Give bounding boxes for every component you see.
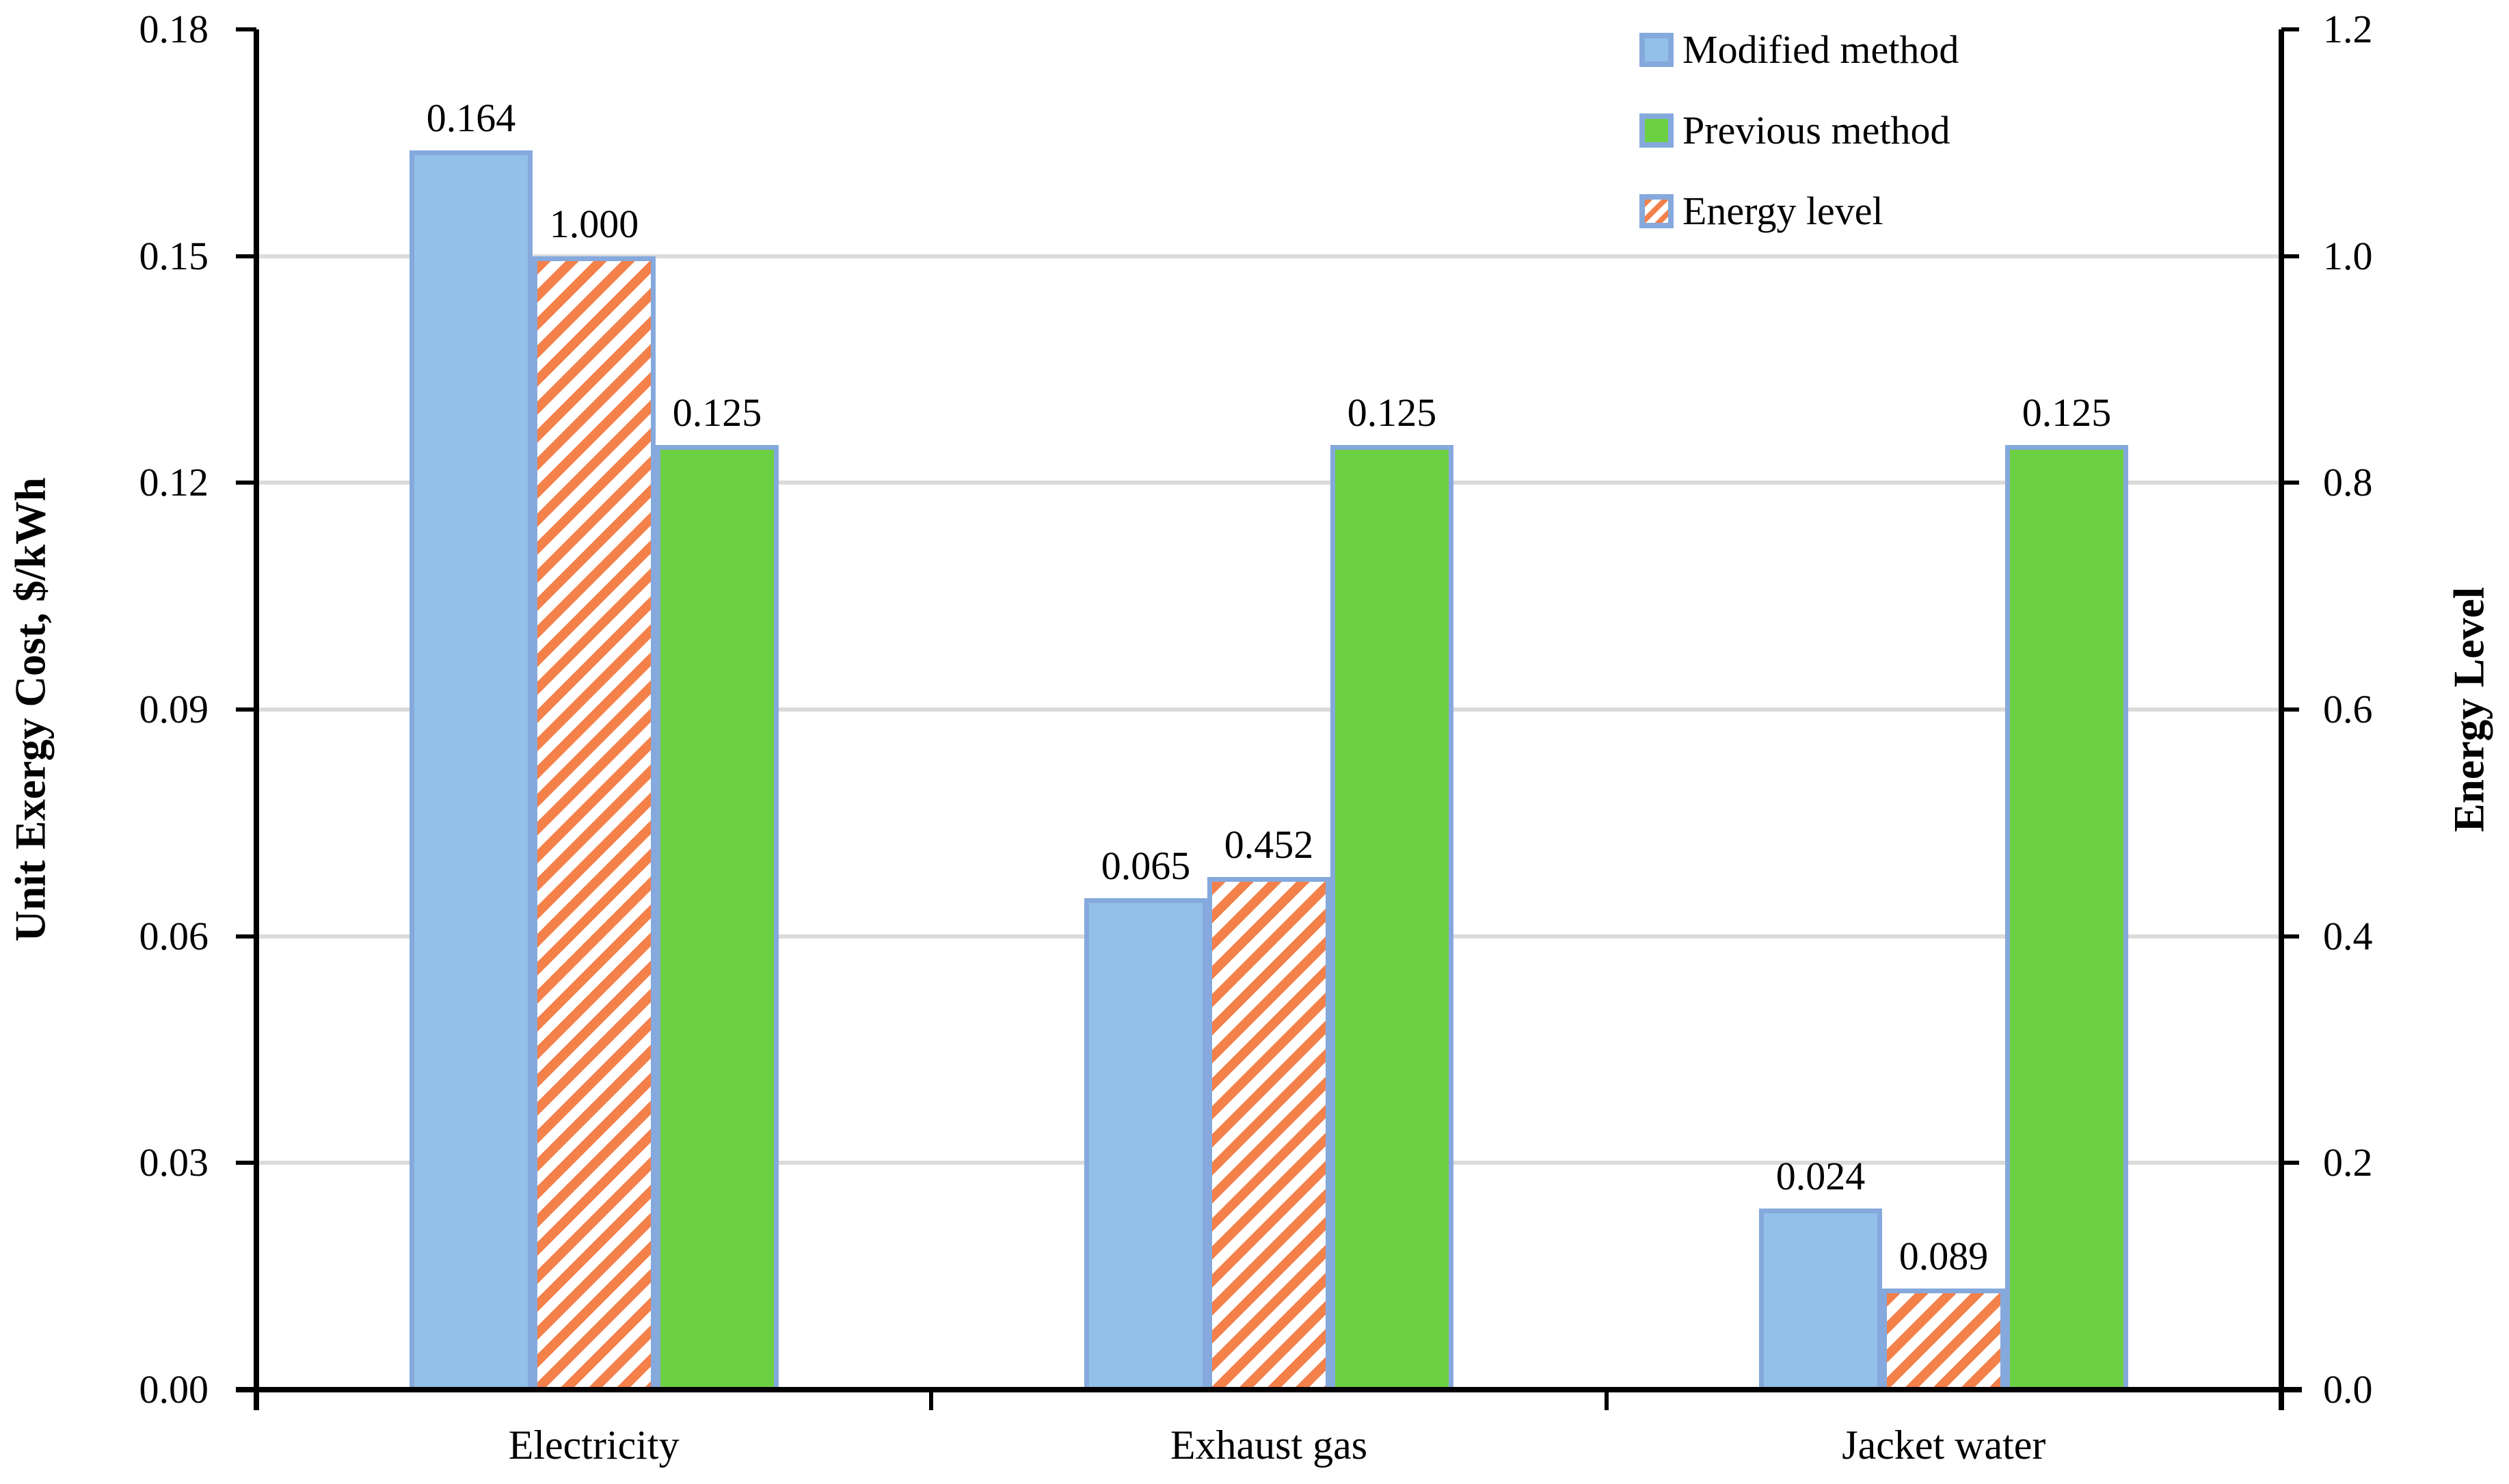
right-axis-tick: [2281, 481, 2299, 485]
bar-previous-method-exhaust-gas: [1330, 445, 1453, 1392]
left-axis-tick: [236, 27, 256, 31]
left-axis-tick-label: 0.15: [139, 234, 209, 278]
left-axis-tick: [236, 481, 256, 485]
y-axis-line-right: [2279, 29, 2284, 1410]
left-axis-tick-label: 0.00: [139, 1367, 209, 1412]
bar-value-label: 0.065: [1101, 844, 1191, 888]
right-axis-title: Energy Level: [2445, 586, 2493, 833]
right-axis-tick: [2281, 707, 2299, 712]
left-axis-title: Unit Exergy Cost, $/kWh: [6, 477, 55, 942]
left-axis-tick: [236, 254, 256, 258]
left-axis-tick-label: 0.18: [139, 7, 209, 51]
right-axis-tick: [2281, 934, 2299, 939]
left-axis-tick-label: 0.12: [139, 460, 209, 504]
legend-swatch-energy-level-icon: [1639, 194, 1674, 228]
left-axis-tick: [236, 1161, 256, 1165]
right-axis-tick: [2281, 27, 2299, 31]
category-label-jacket-water: Jacket water: [1842, 1422, 2046, 1468]
bar-value-label: 0.452: [1224, 822, 1314, 867]
category-label-exhaust-gas: Exhaust gas: [1170, 1422, 1368, 1468]
legend-label: Energy level: [1682, 189, 1883, 233]
bar-value-label: 0.125: [672, 390, 762, 435]
bar-modified-method-jacket-water: [1759, 1209, 1882, 1392]
legend-swatch-previous-method-icon: [1639, 113, 1674, 148]
bar-previous-method-jacket-water: [2005, 445, 2128, 1392]
legend-item-energy-level: Energy level: [1639, 171, 1959, 252]
bar-value-label: 0.024: [1775, 1154, 1866, 1198]
category-boundary-tick: [929, 1390, 933, 1410]
bar-energy-level-jacket-water: [1882, 1289, 2005, 1392]
right-axis-tick: [2281, 1161, 2299, 1165]
left-axis-tick: [236, 934, 256, 939]
right-axis-tick: [2281, 254, 2299, 258]
right-axis-tick-label: 0.8: [2323, 460, 2373, 504]
bar-energy-level-exhaust-gas: [1207, 877, 1330, 1392]
gridline: [256, 481, 2281, 485]
right-axis-tick-label: 0.2: [2323, 1140, 2373, 1185]
bar-value-label: 1.000: [549, 202, 639, 246]
right-axis-tick-label: 0.0: [2323, 1367, 2373, 1412]
y-axis-line-left: [254, 29, 259, 1410]
legend-label: Previous method: [1682, 108, 1950, 152]
legend-item-previous-method: Previous method: [1639, 90, 1959, 171]
gridline: [256, 707, 2281, 712]
left-axis-tick: [236, 707, 256, 712]
category-boundary-tick: [1605, 1390, 1609, 1410]
legend-item-modified-method: Modified method: [1639, 10, 1959, 90]
legend: Modified method Previous method Energy lev…: [1639, 10, 1959, 252]
legend-label: Modified method: [1682, 27, 1959, 72]
category-label-electricity: Electricity: [508, 1422, 680, 1468]
bar-value-label: 0.164: [426, 96, 516, 140]
left-axis-tick-label: 0.09: [139, 687, 209, 731]
right-axis-tick-label: 0.6: [2323, 687, 2373, 731]
right-axis-tick-label: 1.2: [2323, 7, 2373, 51]
left-axis-tick-label: 0.03: [139, 1140, 209, 1185]
right-axis-tick-label: 1.0: [2323, 234, 2373, 278]
bar-value-label: 0.089: [1898, 1234, 1989, 1278]
legend-swatch-modified-method-icon: [1639, 33, 1674, 67]
gridline: [256, 254, 2281, 258]
bar-value-label: 0.125: [1347, 390, 1437, 435]
right-axis-tick-label: 0.4: [2323, 914, 2373, 958]
bar-modified-method-electricity: [410, 150, 533, 1392]
x-axis-line: [236, 1387, 2302, 1392]
bar-modified-method-exhaust-gas: [1084, 898, 1207, 1392]
left-axis-tick-label: 0.06: [139, 914, 209, 958]
bar-value-label: 0.125: [2022, 390, 2112, 435]
bar-previous-method-electricity: [656, 445, 779, 1392]
bar-energy-level-electricity: [533, 256, 656, 1392]
